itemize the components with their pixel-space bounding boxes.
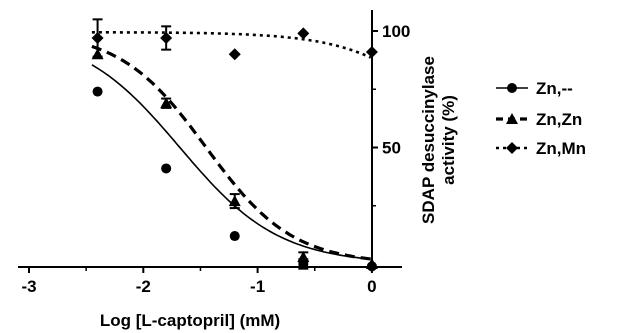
data-point-0-2	[229, 231, 240, 242]
legend-marker-1	[506, 113, 518, 124]
y-tick-label-0: 50	[382, 139, 401, 158]
y-tick-label-1: 100	[382, 22, 410, 41]
data-point-2-1	[160, 31, 173, 44]
x-tick-label-0: -3	[21, 277, 36, 296]
x-tick-label-3: 0	[367, 277, 376, 296]
y-axis-title-line2: activity (%)	[439, 95, 458, 185]
legend-marker-2	[506, 142, 518, 154]
y-axis-title-line1: SDAP desuccinylase	[419, 56, 438, 224]
legend-label-0: Zn,--	[536, 79, 573, 98]
x-axis-title: Log [L-captopril] (mM)	[100, 311, 280, 330]
data-point-2-2	[228, 48, 241, 61]
y-axis-title: SDAP desuccinylase activity (%)	[419, 56, 458, 224]
data-points	[91, 18, 378, 272]
legend-label-1: Zn,Zn	[536, 110, 582, 129]
data-point-1-3	[297, 251, 310, 263]
axes	[18, 10, 402, 273]
fit-curve-1	[91, 44, 372, 261]
fit-curve-2	[91, 30, 372, 59]
data-point-1-2	[228, 195, 241, 207]
data-point-1-1	[160, 97, 173, 109]
fit-curve-0	[91, 64, 371, 260]
x-tick-label-2: -1	[250, 277, 265, 296]
data-point-2-0	[91, 31, 104, 44]
fit-curves	[91, 30, 372, 261]
legend-label-2: Zn,Mn	[536, 139, 586, 158]
data-point-0-0	[92, 86, 103, 97]
data-point-0-1	[161, 163, 172, 174]
tick-labels: -3 -2 -1 0 50 100	[21, 22, 410, 296]
x-tick-label-1: -2	[136, 277, 151, 296]
legend-marker-0	[507, 83, 517, 93]
legend: Zn,-- Zn,Zn Zn,Mn	[496, 79, 586, 158]
data-point-2-3	[297, 27, 310, 40]
